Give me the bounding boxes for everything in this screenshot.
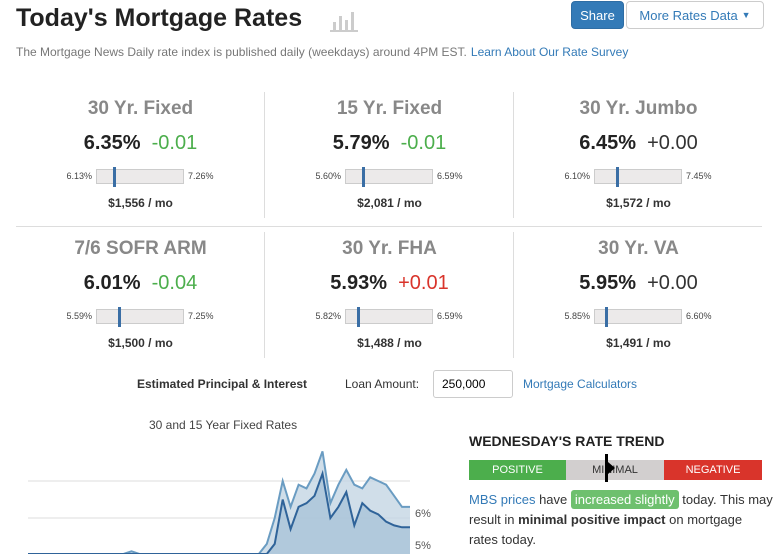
range-bar (96, 167, 184, 187)
monthly-payment: $1,491 / mo (606, 336, 671, 350)
rate-change: -0.04 (151, 272, 198, 294)
bar-chart-icon[interactable] (330, 10, 358, 32)
trend-badge: increased slightly (570, 490, 679, 509)
monthly-payment: $1,500 / mo (108, 336, 173, 350)
rate-title: 30 Yr. Jumbo (579, 98, 698, 119)
series-line (28, 451, 410, 554)
range-marker (117, 307, 121, 327)
mortgage-calculators-link[interactable]: Mortgage Calculators (523, 377, 638, 391)
rates-chart (28, 451, 410, 554)
mbs-prices-link[interactable]: MBS prices (469, 492, 536, 507)
range-marker (112, 167, 116, 187)
rate-value: 6.35% -0.01 (16, 132, 265, 155)
t3: on mortgage rates today. (469, 512, 743, 547)
trend-arrow-icon (608, 462, 615, 474)
rate-card[interactable]: 30 Yr. VA 5.95% +0.00 5.85% 6.60% $1,491… (514, 230, 763, 358)
rate-card[interactable]: 7/6 SOFR ARM 6.01% -0.04 5.59% 7.25% $1,… (16, 230, 265, 358)
trend-indicator (605, 454, 608, 482)
range-min: 5.85% (564, 311, 590, 321)
rate: 6.01% (83, 272, 141, 294)
subtitle-text: The Mortgage News Daily rate index is pu… (16, 45, 467, 59)
t1: have (535, 492, 571, 507)
range-bar (345, 307, 433, 327)
rate-change: +0.01 (398, 272, 449, 294)
range-marker (357, 307, 361, 327)
range-max: 7.25% (188, 311, 214, 321)
t2: today. This may result in (469, 492, 773, 527)
range-marker (605, 307, 609, 327)
impact-text: minimal positive impact (518, 512, 666, 527)
range-min: 5.60% (315, 171, 341, 181)
rate-change: +0.00 (647, 132, 698, 154)
rate-title: 7/6 SOFR ARM (74, 238, 207, 259)
monthly-payment: $1,488 / mo (357, 336, 422, 350)
rate-trend-title: WEDNESDAY'S RATE TREND (469, 433, 665, 449)
rate-change: -0.01 (400, 132, 447, 154)
trend-positive: POSITIVE (469, 460, 566, 480)
rate-title: 30 Yr. FHA (342, 238, 437, 259)
monthly-payment: $1,572 / mo (606, 196, 671, 210)
ytick-5: 5% (415, 540, 431, 552)
rate-card[interactable]: 15 Yr. Fixed 5.79% -0.01 5.60% 6.59% $2,… (265, 90, 514, 218)
series-area (28, 473, 410, 554)
principal-interest-label: Estimated Principal & Interest (137, 377, 308, 391)
rate-title: 30 Yr. VA (598, 238, 679, 259)
page-title: Today's Mortgage Rates (16, 4, 303, 32)
rate: 6.35% (83, 132, 141, 154)
range-bar (594, 167, 682, 187)
caret-down-icon: ▼ (741, 10, 751, 20)
range-bar (96, 307, 184, 327)
rate-card[interactable]: 30 Yr. FHA 5.93% +0.01 5.82% 6.59% $1,48… (265, 230, 514, 358)
rate: 5.95% (579, 272, 636, 294)
rate-title: 30 Yr. Fixed (87, 98, 194, 119)
share-button[interactable]: Share (571, 1, 624, 29)
rate-change: +0.00 (647, 272, 698, 294)
range-min: 6.10% (564, 171, 590, 181)
series-line (28, 469, 410, 554)
rate: 5.93% (330, 272, 387, 294)
range-max: 6.60% (686, 311, 712, 321)
rate: 5.79% (332, 132, 390, 154)
range-min: 5.59% (66, 311, 92, 321)
rate-card[interactable]: 30 Yr. Jumbo 6.45% +0.00 6.10% 7.45% $1,… (514, 90, 763, 218)
range-max: 7.45% (686, 171, 712, 181)
chart-title: 30 and 15 Year Fixed Rates (149, 418, 298, 432)
rate-value: 5.79% -0.01 (265, 132, 514, 155)
range-max: 6.59% (437, 171, 463, 181)
more-rates-data-dropdown[interactable]: More Rates Data ▼ (626, 1, 764, 29)
trend-negative: NEGATIVE (664, 460, 762, 480)
range-max: 6.59% (437, 311, 463, 321)
rate-change: -0.01 (151, 132, 198, 154)
monthly-payment: $2,081 / mo (357, 196, 422, 210)
more-rates-label: More Rates Data (639, 7, 738, 23)
subtitle: The Mortgage News Daily rate index is pu… (16, 45, 628, 59)
range-min: 6.13% (66, 171, 92, 181)
range-bar (594, 307, 682, 327)
trend-minimal: MINIMAL (566, 460, 664, 480)
rate: 6.45% (579, 132, 636, 154)
rate-value: 5.93% +0.01 (265, 272, 514, 295)
range-marker (361, 167, 365, 187)
rate-card[interactable]: 30 Yr. Fixed 6.35% -0.01 6.13% 7.26% $1,… (16, 90, 265, 218)
trend-description: MBS prices have increased slightly today… (469, 490, 774, 550)
loan-amount-input[interactable] (433, 370, 513, 398)
range-max: 7.26% (188, 171, 214, 181)
range-marker (616, 167, 620, 187)
rate-value: 6.01% -0.04 (16, 272, 265, 295)
monthly-payment: $1,556 / mo (108, 196, 173, 210)
rate-title: 15 Yr. Fixed (336, 98, 443, 119)
rate-survey-link[interactable]: Learn About Our Rate Survey (470, 45, 629, 59)
ytick-6: 6% (415, 508, 431, 520)
range-min: 5.82% (315, 311, 341, 321)
loan-amount-label: Loan Amount: (345, 377, 420, 391)
rate-value: 6.45% +0.00 (514, 132, 763, 155)
rate-value: 5.95% +0.00 (514, 272, 763, 295)
range-bar (345, 167, 433, 187)
